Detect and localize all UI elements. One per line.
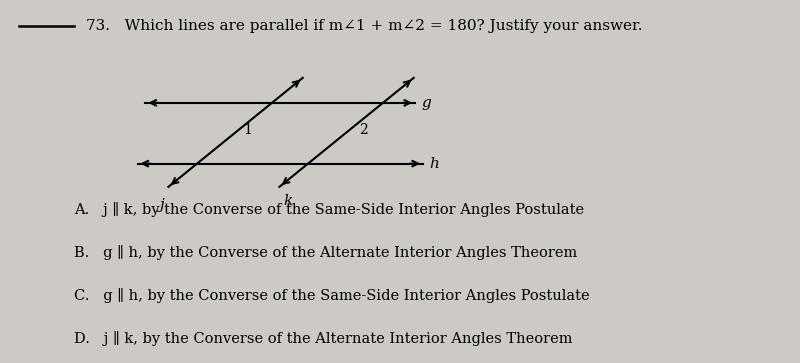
Text: 1: 1 [244, 123, 253, 137]
Text: j: j [160, 197, 165, 212]
Text: 73.   Which lines are parallel if m∠1 + m∠2 = 180? Justify your answer.: 73. Which lines are parallel if m∠1 + m∠… [86, 19, 642, 33]
Text: h: h [430, 156, 439, 171]
Text: 2: 2 [358, 123, 367, 137]
Text: B.   g ∥ h, by the Converse of the Alternate Interior Angles Theorem: B. g ∥ h, by the Converse of the Alterna… [74, 245, 578, 260]
Text: C.   g ∥ h, by the Converse of the Same-Side Interior Angles Postulate: C. g ∥ h, by the Converse of the Same-Si… [74, 288, 590, 303]
Text: D.   j ∥ k, by the Converse of the Alternate Interior Angles Theorem: D. j ∥ k, by the Converse of the Alterna… [74, 331, 573, 346]
Text: g: g [422, 96, 431, 110]
Text: k: k [283, 194, 293, 208]
Text: A.   j ∥ k, by the Converse of the Same-Side Interior Angles Postulate: A. j ∥ k, by the Converse of the Same-Si… [74, 202, 584, 217]
